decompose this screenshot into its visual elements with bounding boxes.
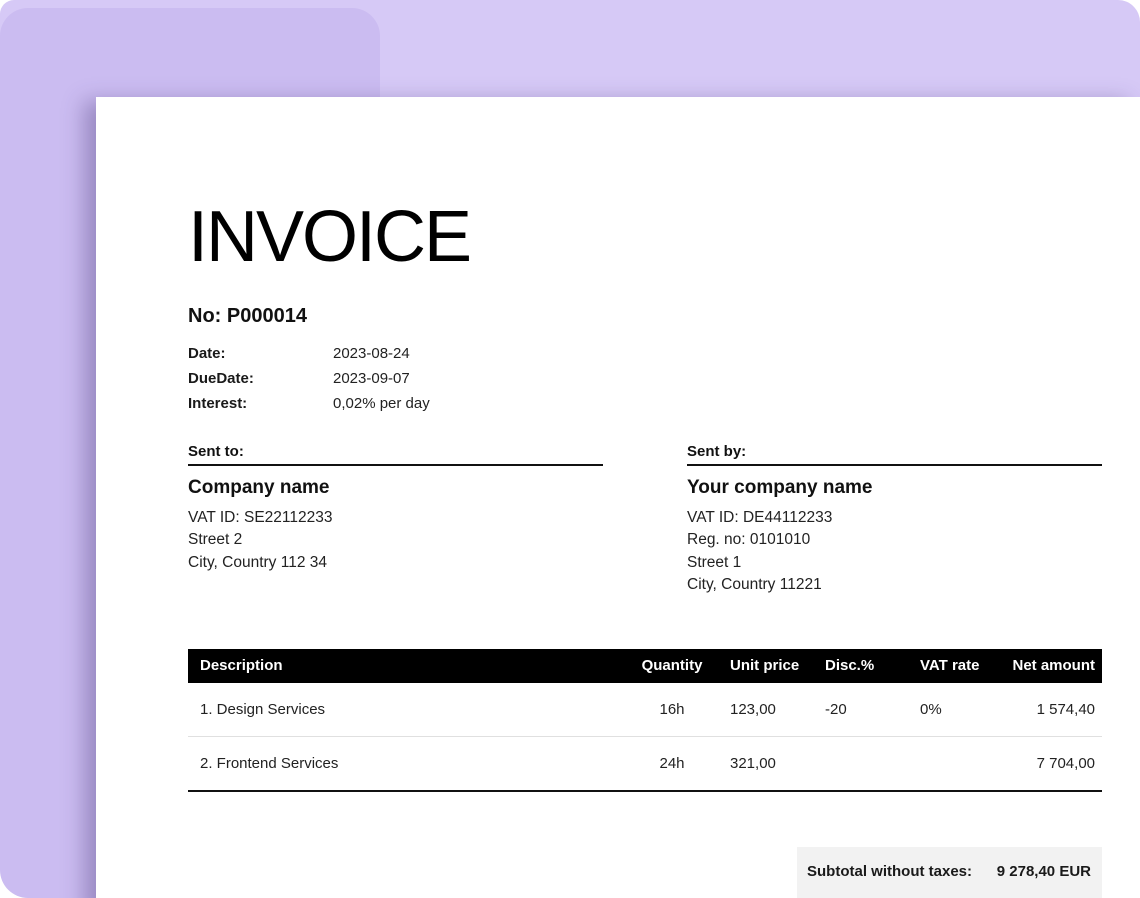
- invoice-number: No: P000014: [188, 305, 1102, 328]
- meta-row-date: Date: 2023-08-24: [188, 341, 1102, 366]
- table-row: 1. Design Services 16h 123,00 -20 0% 1 5…: [188, 683, 1102, 737]
- line-items-table: Description Quantity Unit price Disc.% V…: [188, 648, 1102, 792]
- subtotal-value: 9 278,40 EUR: [996, 862, 1091, 880]
- meta-value-duedate: 2023-09-07: [333, 370, 410, 387]
- invoice-paper: INVOICE No: P000014 Date: 2023-08-24 Due…: [96, 97, 1140, 898]
- sent-to-street-line: Street 2: [188, 531, 243, 549]
- meta-row-duedate: DueDate: 2023-09-07: [188, 366, 1102, 391]
- cell-description: 1. Design Services: [200, 701, 326, 719]
- sent-by-street-line: Street 1: [687, 553, 742, 571]
- col-header-unit-price: Unit price: [708, 648, 803, 683]
- table-header: Description Quantity Unit price Disc.% V…: [188, 648, 1102, 683]
- table-row: 2. Frontend Services 24h 321,00 7 704,00: [188, 737, 1102, 791]
- cell-unit-price: 321,00: [730, 755, 776, 773]
- cell-unit-price: 123,00: [730, 701, 776, 719]
- meta-row-interest: Interest: 0,02% per day: [188, 391, 1102, 416]
- meta-label-interest: Interest:: [188, 395, 248, 412]
- invoice-number-value: P000014: [226, 305, 307, 327]
- sent-to-address: VAT ID: SE22112233 Street 2 City, Countr…: [188, 507, 603, 575]
- sent-to-city-line: City, Country 112 34: [188, 553, 327, 571]
- cell-quantity: 16h: [659, 701, 685, 719]
- table-body: 1. Design Services 16h 123,00 -20 0% 1 5…: [188, 683, 1102, 791]
- col-header-net-amount: Net amount: [996, 648, 1102, 683]
- sent-to-company-name: Company name: [188, 477, 330, 498]
- cell-discount: -20: [825, 701, 847, 719]
- invoice-title: INVOICE: [188, 197, 472, 277]
- parties-section: Sent to: Company name VAT ID: SE22112233…: [188, 444, 1102, 597]
- sent-to-heading: Sent to:: [188, 444, 603, 466]
- table-header-row: Description Quantity Unit price Disc.% V…: [188, 648, 1102, 683]
- sent-by-vat-line: VAT ID: DE44112233: [687, 508, 833, 526]
- cell-net-amount: 1 574,40: [1036, 701, 1095, 719]
- col-header-vat-rate: VAT rate: [898, 648, 996, 683]
- sent-to-vat-line: VAT ID: SE22112233: [188, 508, 333, 526]
- meta-value-date: 2023-08-24: [333, 345, 410, 362]
- cell-discount: [803, 737, 898, 791]
- sent-by-city-line: City, Country 11221: [687, 576, 822, 594]
- subtotal-box: Subtotal without taxes: 9 278,40 EUR: [797, 846, 1102, 898]
- meta-label-date: Date:: [188, 345, 226, 362]
- sent-by-company-name: Your company name: [687, 477, 873, 498]
- cell-net-amount: 7 704,00: [1036, 755, 1095, 773]
- meta-value-interest: 0,02% per day: [333, 395, 430, 412]
- col-header-quantity: Quantity: [636, 648, 708, 683]
- invoice-meta: Date: 2023-08-24 DueDate: 2023-09-07 Int…: [188, 341, 1102, 416]
- col-header-discount: Disc.%: [803, 648, 898, 683]
- meta-label-duedate: DueDate:: [188, 370, 254, 387]
- cell-quantity: 24h: [659, 755, 685, 773]
- cell-description: 2. Frontend Services: [200, 755, 339, 773]
- sent-to-block: Sent to: Company name VAT ID: SE22112233…: [188, 444, 603, 597]
- sent-by-heading: Sent by:: [687, 444, 1102, 466]
- cell-vat-rate: 0%: [920, 701, 942, 719]
- sent-by-address: VAT ID: DE44112233 Reg. no: 0101010 Stre…: [687, 507, 1102, 597]
- summary-section: Subtotal without taxes: 9 278,40 EUR: [188, 846, 1102, 898]
- sent-by-block: Sent by: Your company name VAT ID: DE441…: [687, 444, 1102, 597]
- subtotal-label: Subtotal without taxes:: [807, 862, 972, 880]
- invoice-content: INVOICE No: P000014 Date: 2023-08-24 Due…: [96, 97, 1140, 898]
- sent-by-regno-line: Reg. no: 0101010: [687, 531, 811, 549]
- cell-vat-rate: [898, 737, 996, 791]
- invoice-number-label: No:: [188, 305, 222, 327]
- col-header-description: Description: [188, 648, 636, 683]
